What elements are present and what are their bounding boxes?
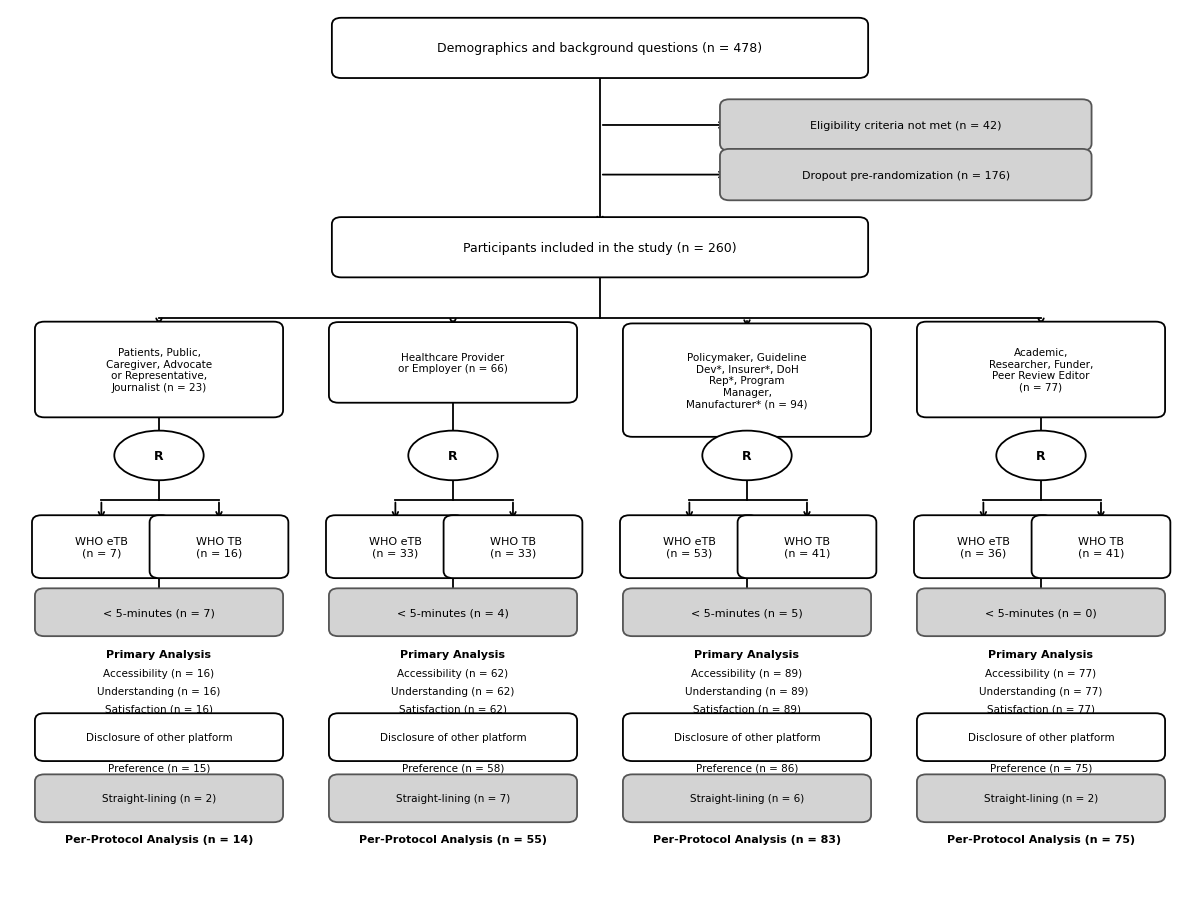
Text: Disclosure of other platform: Disclosure of other platform [967,732,1115,742]
FancyBboxPatch shape [444,516,582,579]
FancyBboxPatch shape [917,775,1165,823]
Text: Accessibility (n = 77): Accessibility (n = 77) [985,668,1097,678]
Text: Dropout pre-randomization (n = 176): Dropout pre-randomization (n = 176) [802,171,1010,181]
Text: Understanding (n = 89): Understanding (n = 89) [685,686,809,696]
Text: < 5-minutes (n = 0): < 5-minutes (n = 0) [985,608,1097,618]
Text: Healthcare Provider
or Employer (n = 66): Healthcare Provider or Employer (n = 66) [398,352,508,374]
FancyBboxPatch shape [35,775,283,823]
Text: Understanding (n = 16): Understanding (n = 16) [97,686,221,696]
Text: Disclosure of other platform: Disclosure of other platform [673,732,821,742]
FancyBboxPatch shape [329,775,577,823]
Text: Per-Protocol Analysis (n = 14): Per-Protocol Analysis (n = 14) [65,834,253,844]
Text: < 5-minutes (n = 4): < 5-minutes (n = 4) [397,608,509,618]
Text: Preference (n = 86): Preference (n = 86) [696,762,798,772]
FancyBboxPatch shape [623,324,871,437]
FancyBboxPatch shape [738,516,876,579]
FancyBboxPatch shape [329,589,577,637]
Text: Primary Analysis: Primary Analysis [989,649,1093,659]
Text: Academic,
Researcher, Funder,
Peer Review Editor
(n = 77): Academic, Researcher, Funder, Peer Revie… [989,348,1093,393]
Text: Disclosure of other platform: Disclosure of other platform [379,732,527,742]
FancyBboxPatch shape [332,218,868,278]
FancyBboxPatch shape [326,516,464,579]
Text: Policymaker, Guideline
Dev*, Insurer*, DoH
Rep*, Program
Manager,
Manufacturer* : Policymaker, Guideline Dev*, Insurer*, D… [686,352,808,409]
Text: Patients, Public,
Caregiver, Advocate
or Representative,
Journalist (n = 23): Patients, Public, Caregiver, Advocate or… [106,348,212,393]
Text: WHO TB
(n = 41): WHO TB (n = 41) [1078,536,1124,558]
Text: WHO eTB
(n = 36): WHO eTB (n = 36) [956,536,1010,558]
FancyBboxPatch shape [32,516,170,579]
Text: WHO TB
(n = 41): WHO TB (n = 41) [784,536,830,558]
Ellipse shape [702,431,792,480]
Text: Accessibility (n = 16): Accessibility (n = 16) [103,668,215,678]
Text: < 5-minutes (n = 5): < 5-minutes (n = 5) [691,608,803,618]
Text: WHO TB
(n = 33): WHO TB (n = 33) [490,536,536,558]
Text: Straight-lining (n = 2): Straight-lining (n = 2) [102,794,216,804]
Text: Preference (n = 15): Preference (n = 15) [108,762,210,772]
Text: R: R [154,450,164,462]
Text: WHO TB
(n = 16): WHO TB (n = 16) [196,536,242,558]
Text: Satisfaction (n = 62): Satisfaction (n = 62) [398,703,508,713]
Text: Per-Protocol Analysis (n = 75): Per-Protocol Analysis (n = 75) [947,834,1135,844]
FancyBboxPatch shape [329,713,577,761]
Text: WHO eTB
(n = 53): WHO eTB (n = 53) [662,536,716,558]
FancyBboxPatch shape [914,516,1052,579]
Text: Participants included in the study (n = 260): Participants included in the study (n = … [463,241,737,255]
Text: R: R [448,450,458,462]
FancyBboxPatch shape [623,713,871,761]
FancyBboxPatch shape [917,322,1165,418]
Text: Straight-lining (n = 2): Straight-lining (n = 2) [984,794,1098,804]
Text: Disclosure of other platform: Disclosure of other platform [85,732,233,742]
Text: Preference (n = 58): Preference (n = 58) [402,762,504,772]
Text: R: R [742,450,752,462]
Text: Demographics and background questions (n = 478): Demographics and background questions (n… [438,42,762,55]
Ellipse shape [408,431,498,480]
FancyBboxPatch shape [623,775,871,823]
Text: Primary Analysis: Primary Analysis [401,649,505,659]
Text: Straight-lining (n = 6): Straight-lining (n = 6) [690,794,804,804]
Text: Per-Protocol Analysis (n = 55): Per-Protocol Analysis (n = 55) [359,834,547,844]
FancyBboxPatch shape [720,100,1092,152]
Text: Satisfaction (n = 16): Satisfaction (n = 16) [106,703,214,713]
FancyBboxPatch shape [35,322,283,418]
Text: Primary Analysis: Primary Analysis [107,649,211,659]
Ellipse shape [996,431,1086,480]
Text: R: R [1036,450,1046,462]
FancyBboxPatch shape [917,713,1165,761]
FancyBboxPatch shape [329,322,577,404]
Ellipse shape [114,431,204,480]
FancyBboxPatch shape [917,589,1165,637]
Text: Accessibility (n = 62): Accessibility (n = 62) [397,668,509,678]
Text: Satisfaction (n = 89): Satisfaction (n = 89) [694,703,802,713]
FancyBboxPatch shape [623,589,871,637]
Text: Straight-lining (n = 7): Straight-lining (n = 7) [396,794,510,804]
Text: WHO eTB
(n = 33): WHO eTB (n = 33) [368,536,422,558]
Text: Per-Protocol Analysis (n = 83): Per-Protocol Analysis (n = 83) [653,834,841,844]
Text: Accessibility (n = 89): Accessibility (n = 89) [691,668,803,678]
Text: Primary Analysis: Primary Analysis [695,649,799,659]
FancyBboxPatch shape [35,713,283,761]
Text: < 5-minutes (n = 7): < 5-minutes (n = 7) [103,608,215,618]
Text: WHO eTB
(n = 7): WHO eTB (n = 7) [74,536,128,558]
FancyBboxPatch shape [1032,516,1170,579]
Text: Satisfaction (n = 77): Satisfaction (n = 77) [986,703,1096,713]
FancyBboxPatch shape [150,516,288,579]
FancyBboxPatch shape [35,589,283,637]
Text: Eligibility criteria not met (n = 42): Eligibility criteria not met (n = 42) [810,121,1002,131]
Text: Understanding (n = 62): Understanding (n = 62) [391,686,515,696]
Text: Understanding (n = 77): Understanding (n = 77) [979,686,1103,696]
FancyBboxPatch shape [620,516,758,579]
FancyBboxPatch shape [720,150,1092,201]
FancyBboxPatch shape [332,19,868,79]
Text: Preference (n = 75): Preference (n = 75) [990,762,1092,772]
